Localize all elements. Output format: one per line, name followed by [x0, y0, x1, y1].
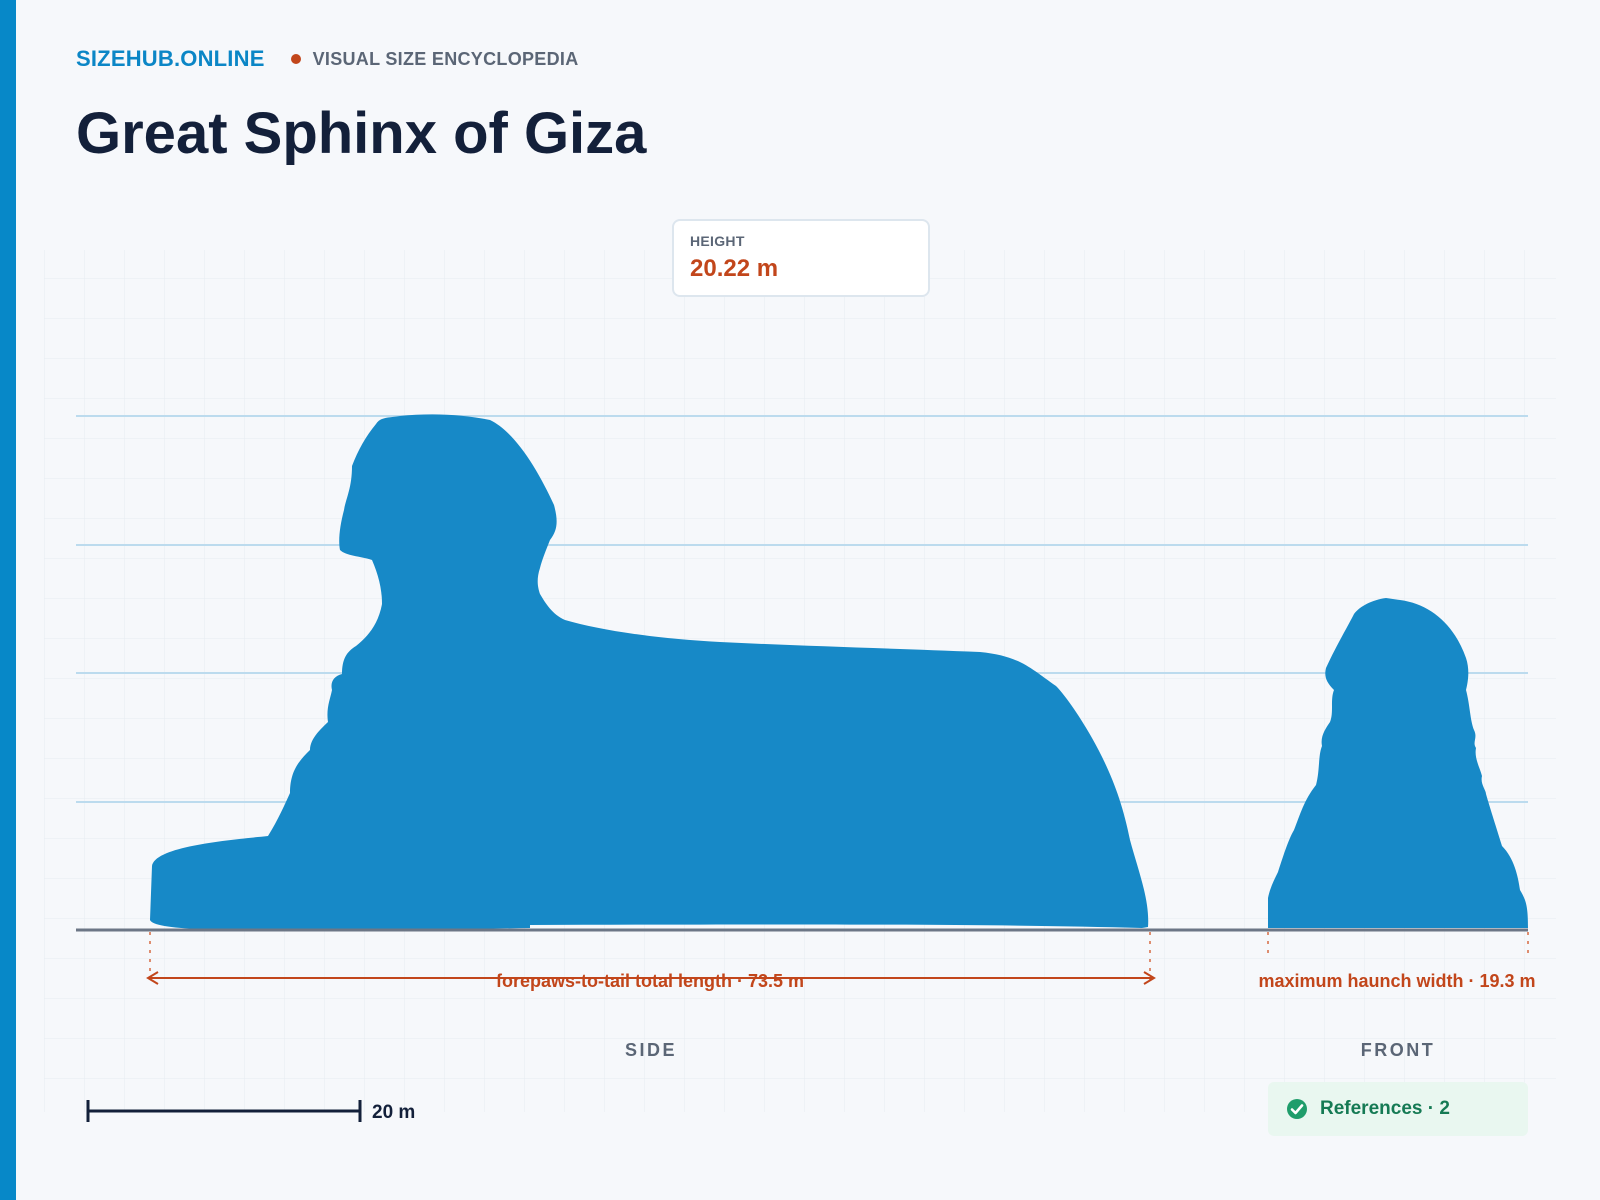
references-label: References · 2 — [1320, 1098, 1450, 1119]
page-title: Great Sphinx of Giza — [76, 101, 647, 166]
tagline: VISUAL SIZE ENCYCLOPEDIA — [312, 48, 579, 69]
width-dimension-label: maximum haunch width · 19.3 m — [1258, 971, 1535, 991]
scale-bar-label: 20 m — [372, 1102, 415, 1123]
scale-bar — [86, 1100, 362, 1122]
height-value: 20.22 m — [690, 255, 779, 282]
brand-link[interactable]: SIZEHUB.ONLINE — [76, 46, 265, 71]
height-label: HEIGHT — [690, 233, 745, 249]
length-dimension-label: forepaws-to-tail total length · 73.5 m — [496, 971, 804, 991]
check-circle-icon — [1287, 1099, 1307, 1119]
extension-lines — [149, 932, 1529, 980]
length-dimension-arrow — [146, 971, 1156, 985]
references-badge[interactable]: References · 2 — [1268, 1082, 1528, 1136]
accent-bar — [0, 0, 16, 1200]
height-card: HEIGHT 20.22 m — [672, 219, 930, 297]
header: SIZEHUB.ONLINE VISUAL SIZE ENCYCLOPEDIA — [76, 46, 579, 72]
sphinx-side-silhouette — [150, 414, 1149, 930]
separator-dot — [290, 54, 301, 64]
side-view-label: SIDE — [625, 1040, 677, 1060]
sphinx-front-silhouette — [1268, 598, 1528, 928]
front-view-label: FRONT — [1361, 1040, 1436, 1060]
